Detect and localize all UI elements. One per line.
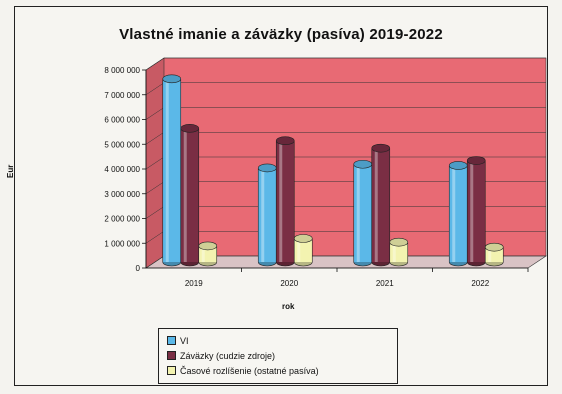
x-tick-label: 2019 <box>185 279 203 288</box>
gridline-side <box>145 156 165 170</box>
y-tick-label: 6 000 000 <box>104 116 140 125</box>
bar-top <box>198 241 218 251</box>
bar-záväzky-2022 <box>466 156 486 267</box>
x-tick-label: 2022 <box>471 279 489 288</box>
bar-vi-2019 <box>162 74 182 267</box>
gridline-side <box>145 132 165 145</box>
bar-body <box>449 165 468 262</box>
bar-top <box>448 161 468 170</box>
bar-top <box>275 136 295 146</box>
bar-časové-2020 <box>293 234 313 267</box>
bar-záväzky-2020 <box>275 136 295 267</box>
chart-title: Vlastné imanie a záväzky (pasíva) 2019-2… <box>119 26 443 43</box>
bar-highlight <box>279 140 283 262</box>
bar-highlight <box>183 128 187 262</box>
y-tick-label: 4 000 000 <box>104 165 140 174</box>
y-tick-label: 2 000 000 <box>104 215 140 224</box>
gridline-side <box>145 255 165 269</box>
bar-body <box>371 148 390 262</box>
bar-časové-2022 <box>484 242 504 267</box>
bar-highlight <box>488 247 492 262</box>
gridline-side <box>145 181 165 194</box>
bar-top <box>293 234 313 243</box>
bar-body <box>353 164 372 262</box>
y-tick-label: 3 000 000 <box>104 190 140 199</box>
bar-body <box>180 128 199 262</box>
legend-label-casove: Časové rozlíšenie (ostatné pasíva) <box>180 365 319 376</box>
y-tick-label: 1 000 000 <box>104 239 140 248</box>
bar-highlight <box>470 160 474 262</box>
bar-top <box>371 143 391 153</box>
bar-záväzky-2019 <box>180 124 200 267</box>
bar-body <box>389 242 408 262</box>
bar-highlight <box>297 238 301 262</box>
bar-highlight <box>392 242 396 262</box>
legend-label-vi: VI <box>180 335 189 346</box>
gridline-side <box>145 82 165 95</box>
x-axis-label: rok <box>282 302 295 311</box>
bar-body <box>467 160 486 262</box>
bar-top <box>484 242 504 252</box>
bar-highlight <box>261 167 265 262</box>
y-tick-label: 0 <box>136 264 141 273</box>
bar-body <box>294 238 313 262</box>
bar-vi-2022 <box>448 161 468 267</box>
back-wall <box>145 57 547 269</box>
bar-časové-2019 <box>198 241 218 267</box>
gridline-side <box>145 107 165 120</box>
bar-highlight <box>452 165 456 262</box>
legend-swatch-vi <box>167 336 176 345</box>
bar-body <box>198 245 217 262</box>
bar-časové-2021 <box>389 237 409 267</box>
bar-body <box>162 78 181 262</box>
bar-highlight <box>165 78 169 262</box>
bar-highlight <box>356 164 360 262</box>
gridline-side <box>145 57 165 71</box>
x-tick-label: 2021 <box>376 279 394 288</box>
legend-swatch-zavazky <box>167 351 176 360</box>
y-tick-label: 7 000 000 <box>104 91 140 100</box>
bar-vi-2021 <box>353 159 373 267</box>
legend: VI Záväzky (cudzie zdroje) Časové rozlíš… <box>158 328 398 384</box>
y-tick-label: 5 000 000 <box>104 140 140 149</box>
bar-záväzky-2021 <box>371 143 391 267</box>
bar-top <box>466 156 486 165</box>
bar-top <box>353 159 373 169</box>
legend-item-casove: Časové rozlíšenie (ostatné pasíva) <box>167 363 389 378</box>
bar-top <box>162 74 182 84</box>
gridline-side <box>145 231 165 244</box>
legend-label-zavazky: Záväzky (cudzie zdroje) <box>180 350 276 361</box>
bar-body <box>258 167 277 262</box>
gridline-side <box>145 206 165 219</box>
bar-top <box>389 237 409 247</box>
bar-vi-2020 <box>257 163 277 267</box>
bar-highlight <box>201 245 205 262</box>
bar-top <box>180 124 200 133</box>
x-tick-label: 2020 <box>280 279 298 288</box>
bar-body <box>276 140 295 262</box>
legend-item-vi: VI <box>167 333 389 348</box>
bar-top <box>257 163 277 173</box>
bar-highlight <box>374 148 378 262</box>
legend-swatch-casove <box>167 366 176 375</box>
legend-item-zavazky: Záväzky (cudzie zdroje) <box>167 348 389 363</box>
y-tick-label: 8 000 000 <box>104 66 140 75</box>
